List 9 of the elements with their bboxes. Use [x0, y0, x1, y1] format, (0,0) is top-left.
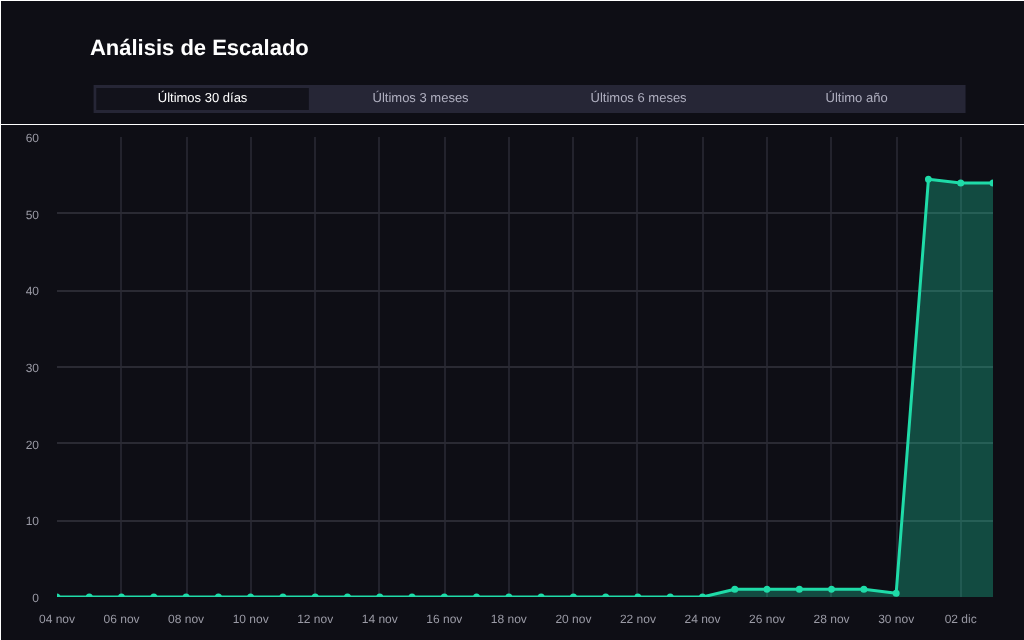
point: [892, 589, 900, 597]
point: [860, 585, 868, 593]
point: [828, 585, 836, 593]
point: [924, 175, 932, 183]
point: [795, 585, 803, 593]
point: [957, 179, 965, 187]
chart-title: Análisis de Escalado: [89, 37, 310, 61]
point: [763, 585, 771, 593]
point: [731, 585, 739, 593]
